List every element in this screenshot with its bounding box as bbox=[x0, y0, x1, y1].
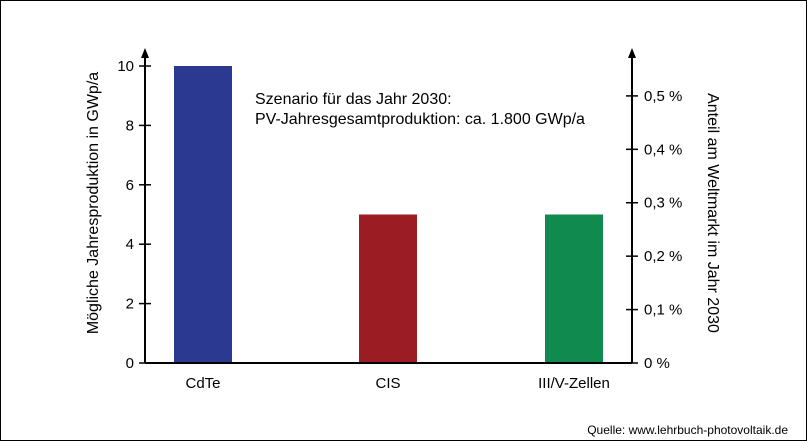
annotation-line-2: PV-Jahresgesamtproduktion: ca. 1.800 GWp… bbox=[255, 111, 585, 128]
bar-cdte bbox=[174, 66, 232, 363]
y-tick-label-left: 2 bbox=[126, 296, 134, 313]
y-tick-label-left: 6 bbox=[126, 177, 134, 194]
y-tick-label-right: 0,5 % bbox=[644, 88, 682, 105]
bar-iii-v-zellen bbox=[545, 214, 603, 363]
bars-group bbox=[174, 66, 603, 363]
y-tick-label-left: 8 bbox=[126, 117, 134, 134]
y-tick-label-left: 0 bbox=[126, 355, 134, 372]
y-tick-label-right: 0,1 % bbox=[644, 302, 682, 319]
y-axis-title-left: Mögliche Jahresproduktion in GWp/a bbox=[85, 72, 102, 334]
y-tick-label-left: 10 bbox=[117, 58, 134, 75]
bar-cis bbox=[359, 214, 417, 363]
y-ticks-right: 0 % 0,1 % 0,2 % 0,3 % 0,4 % 0,5 % bbox=[626, 88, 682, 372]
y-tick-label-right: 0 % bbox=[644, 355, 670, 372]
y-tick-label-right: 0,2 % bbox=[644, 248, 682, 265]
y-tick-label-left: 4 bbox=[126, 236, 134, 253]
y-tick-label-right: 0,3 % bbox=[644, 195, 682, 212]
source-credit: Quelle: www.lehrbuch-photovoltaik.de bbox=[587, 423, 788, 437]
x-tick-label: CIS bbox=[375, 375, 400, 392]
y-tick-label-right: 0,4 % bbox=[644, 141, 682, 158]
category-labels: CdTe CIS III/V-Zellen bbox=[185, 375, 609, 392]
y-axis-right-arrow bbox=[628, 48, 636, 58]
y-axis-title-right: Anteil am Weltmarkt im Jahr 2030 bbox=[704, 93, 721, 333]
annotation-line-1: Szenario für das Jahr 2030: bbox=[255, 91, 452, 108]
x-tick-label: CdTe bbox=[185, 375, 220, 392]
y-ticks-left: 0 2 4 6 8 10 bbox=[117, 58, 151, 372]
y-axis-left-arrow bbox=[141, 48, 149, 58]
x-tick-label: III/V-Zellen bbox=[538, 375, 610, 392]
